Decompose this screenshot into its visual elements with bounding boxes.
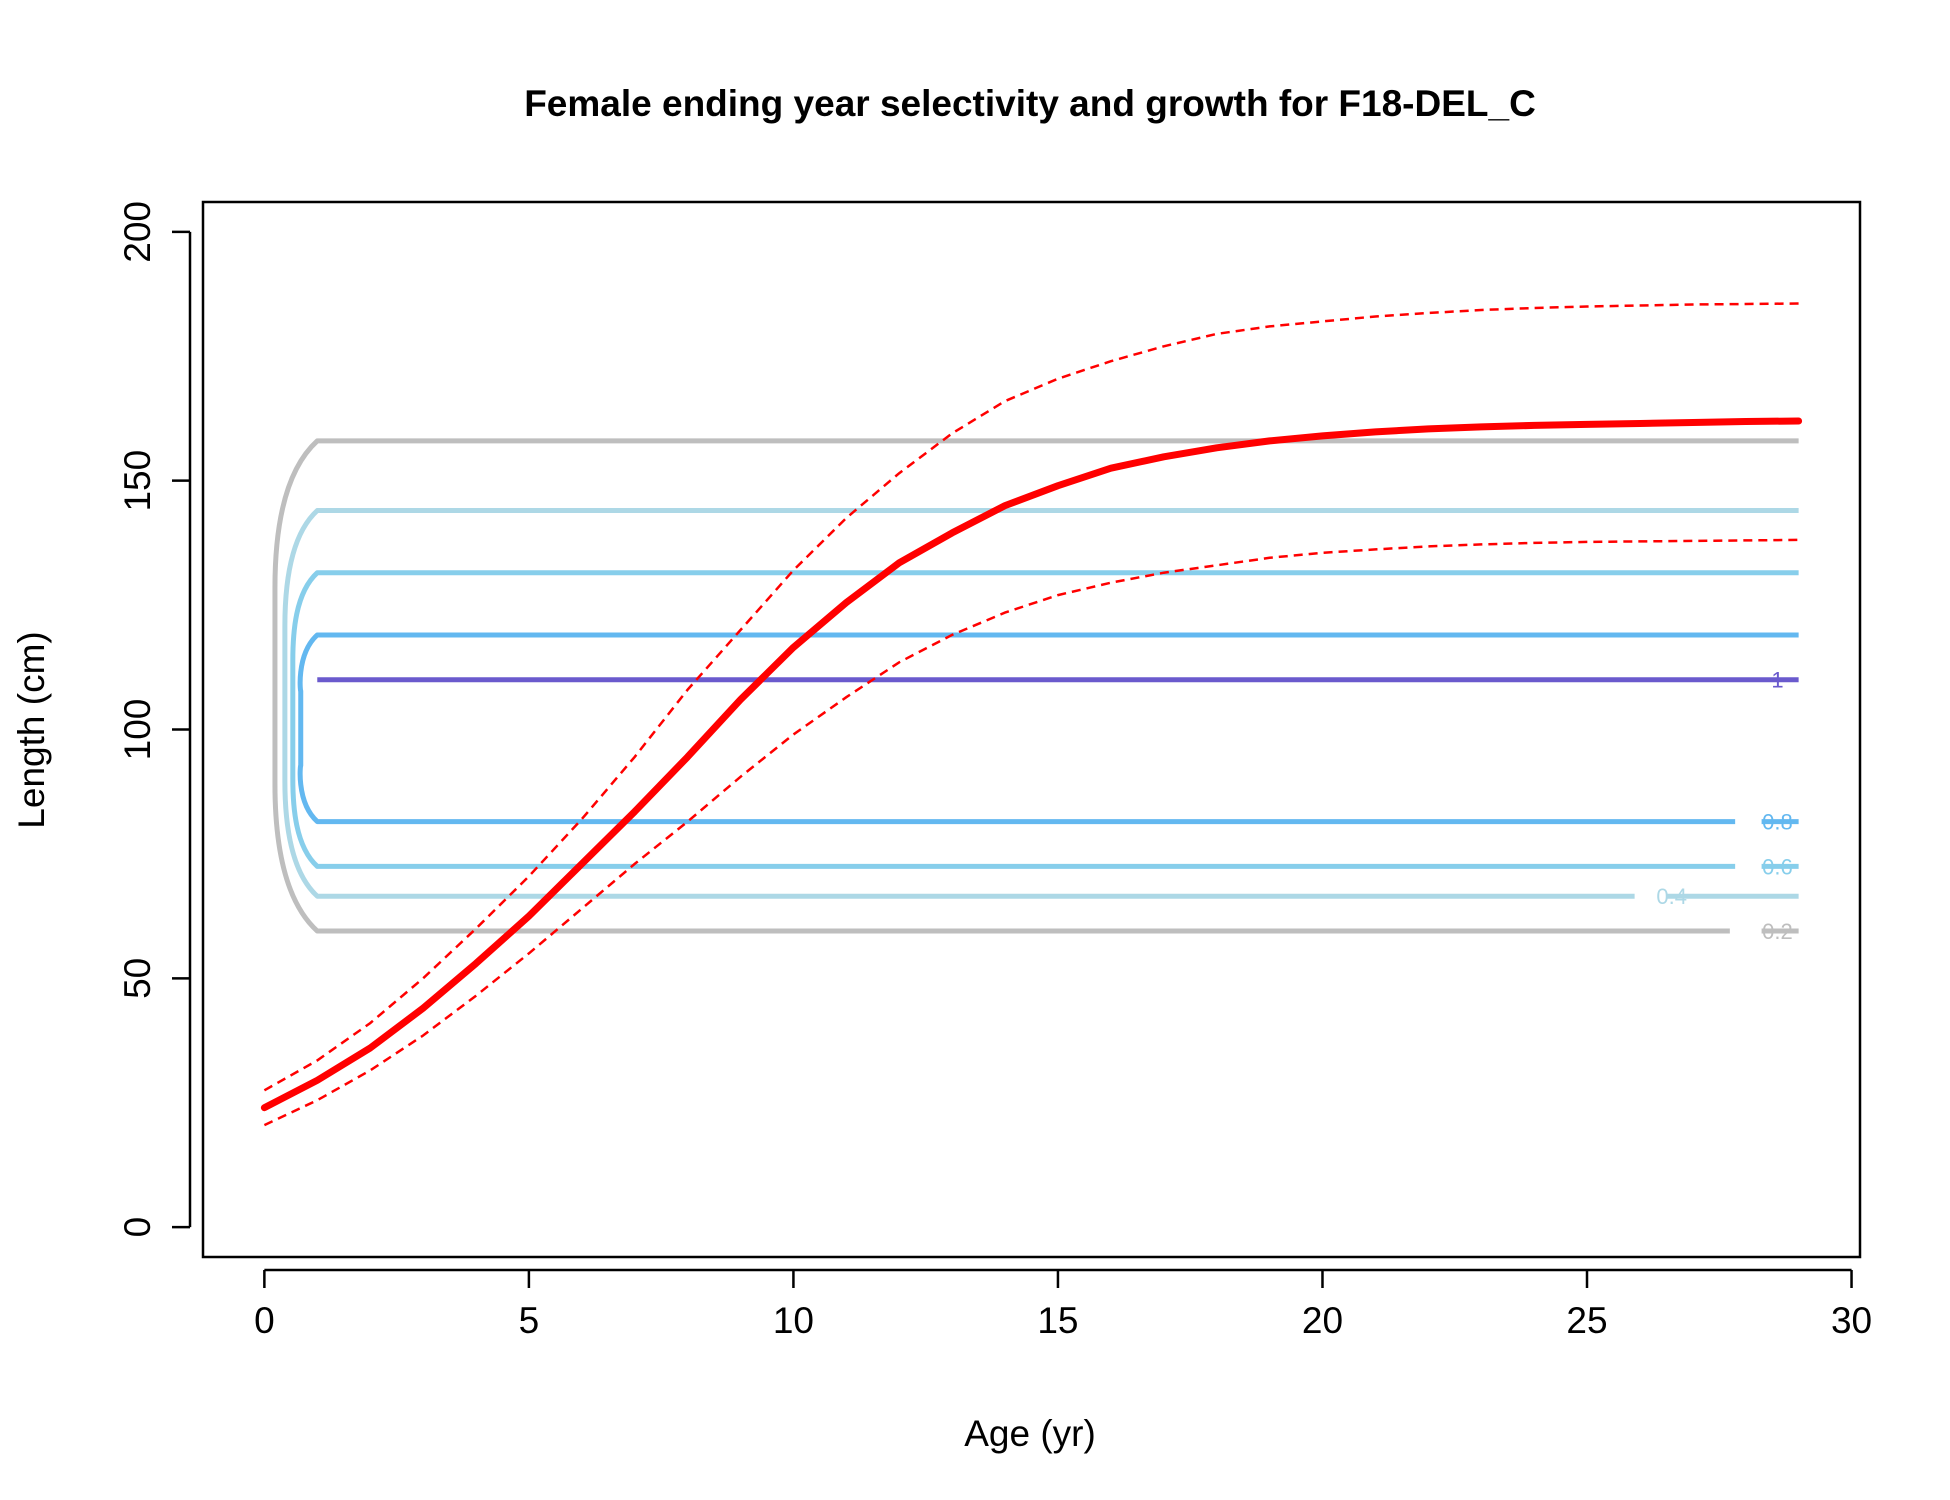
growth-upper-interval [263,302,1799,1092]
contour-0.4 [282,508,1799,899]
y-tick-label: 100 [117,699,158,761]
y-tick-label: 150 [117,450,158,512]
growth-mean-curve [260,417,1803,1112]
plot-frame [201,200,1862,1259]
x-tick-label: 10 [773,1300,814,1341]
chart-title: Female ending year selectivity and growt… [524,83,1536,124]
x-tick-label: 20 [1302,1300,1343,1341]
x-axis-label: Age (yr) [964,1413,1096,1454]
y-tick-label: 0 [117,1217,158,1238]
x-tick-label: 15 [1037,1300,1078,1341]
contour-0.8 [297,632,1799,825]
x-tick-label: 30 [1831,1300,1872,1341]
contour-0.2 [272,438,1799,934]
growth-lower-interval [263,538,1799,1127]
y-axis: 0 50 100 150 200 [117,201,192,1238]
x-axis: 0 5 10 15 20 25 30 [254,1268,1872,1341]
y-tick-label: 200 [117,201,158,263]
x-tick-label: 5 [519,1300,540,1341]
y-tick-label: 50 [117,958,158,999]
y-axis-label: Length (cm) [11,631,52,828]
contour-label-0.8: 0.8 [1762,810,1793,835]
selectivity-contours: 0.2 0.4 0.6 0.8 1 [272,438,1799,944]
growth-curves [260,302,1803,1127]
x-tick-label: 0 [254,1300,275,1341]
contour-label-1: 1 [1771,668,1783,693]
contour-label-0.6: 0.6 [1762,854,1793,879]
x-tick-label: 25 [1566,1300,1607,1341]
contour-label-0.4: 0.4 [1656,884,1687,909]
contour-0.6 [290,570,1799,869]
contour-label-0.2: 0.2 [1762,919,1793,944]
